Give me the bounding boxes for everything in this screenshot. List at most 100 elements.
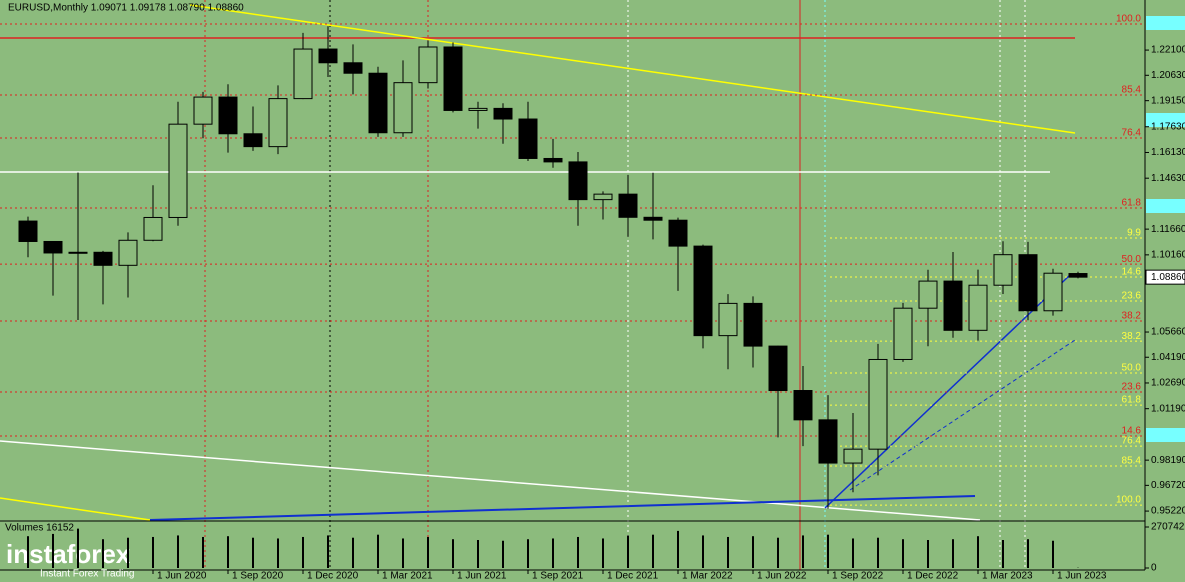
candle-body [543, 157, 563, 163]
candle-body [643, 216, 663, 221]
fib-label: 38.2 [1122, 311, 1142, 322]
x-tick-label: 1 Mar 2021 [382, 571, 433, 582]
x-tick-label: 1 Sep 2020 [232, 571, 284, 582]
fib-label: 85.4 [1122, 456, 1142, 467]
fib-label: 14.6 [1122, 426, 1142, 437]
x-tick-label: 1 Dec 2022 [907, 571, 959, 582]
y-tick-label: 1.22100 [1151, 45, 1185, 56]
candle-body [618, 193, 638, 218]
fib-label: 61.8 [1122, 395, 1142, 406]
volume-tick-label: 2707422 [1151, 522, 1185, 533]
candle-body [493, 107, 513, 120]
trend-line [0, 497, 151, 521]
fib-label: 23.6 [1122, 291, 1142, 302]
candle-body [418, 46, 438, 84]
fib-label: 50.0 [1122, 254, 1142, 265]
candle-body [318, 48, 338, 64]
candle-body [793, 390, 813, 421]
y-tick-label: 1.16130 [1151, 147, 1185, 158]
candle-body [1043, 272, 1063, 312]
fib-label: 23.6 [1122, 382, 1142, 393]
y-tick-label: 1.04190 [1151, 352, 1185, 363]
fib-label: 50.0 [1122, 363, 1142, 374]
candle-body [593, 193, 613, 201]
x-tick-label: 1 Dec 2021 [607, 571, 659, 582]
candle-body [918, 280, 938, 309]
y-tick-label: 0.98190 [1151, 455, 1185, 466]
watermark: instaforex [6, 539, 131, 569]
axis-marker [1146, 428, 1185, 442]
candle-body [443, 46, 463, 111]
candle-body [393, 82, 413, 134]
candle-body [893, 307, 913, 360]
candle-body [468, 107, 488, 111]
axis-marker [1146, 199, 1185, 213]
candle-body [368, 72, 388, 134]
y-tick-label: 1.19150 [1151, 95, 1185, 106]
fib-label: 76.4 [1122, 436, 1142, 447]
candle-body [18, 220, 38, 242]
candle-body [193, 96, 213, 125]
x-tick-label: 1 Sep 2022 [832, 571, 884, 582]
fib-label: 76.4 [1122, 128, 1142, 139]
candle-body [218, 96, 238, 135]
candle-body [668, 219, 688, 247]
x-tick-label: 1 Dec 2020 [307, 571, 359, 582]
y-tick-label: 1.14630 [1151, 173, 1185, 184]
candle-body [293, 48, 313, 100]
fib-label: 100.0 [1116, 14, 1141, 25]
candle-body [968, 284, 988, 331]
chart-title: EURUSD,Monthly 1.09071 1.09178 1.08790 1… [8, 3, 244, 14]
x-tick-label: 1 Jun 2021 [457, 571, 507, 582]
price-box [1145, 269, 1185, 285]
x-tick-label: 1 Jun 2022 [757, 571, 807, 582]
x-tick-label: 1 Sep 2021 [532, 571, 584, 582]
candle-body [268, 98, 288, 148]
candle-body [93, 251, 113, 266]
y-tick-label: 0.96720 [1151, 480, 1185, 491]
candle-body [343, 62, 363, 74]
trend-line [0, 440, 981, 521]
trend-line [189, 4, 1076, 134]
current-price: 1.08860 [1151, 272, 1185, 283]
x-tick-label: 1 Jun 2023 [1057, 571, 1107, 582]
candle-body [118, 239, 138, 266]
candle-body [43, 240, 63, 254]
y-tick-label: 1.20630 [1151, 70, 1185, 81]
trend-line [824, 274, 1071, 509]
fib-label: 85.4 [1122, 85, 1142, 96]
fib-label: 14.6 [1122, 267, 1142, 278]
candle-body [718, 302, 738, 337]
y-tick-label: 1.17630 [1151, 121, 1185, 132]
candle-body [243, 133, 263, 148]
candle-body [943, 280, 963, 331]
candle-body [568, 161, 588, 201]
y-tick-label: 1.01190 [1151, 403, 1185, 414]
candle-body [868, 358, 888, 450]
y-tick-label: 0.95220 [1151, 506, 1185, 517]
fib-label: 38.2 [1122, 331, 1142, 342]
fib-label: 100.0 [1116, 495, 1141, 506]
candle-body [818, 419, 838, 464]
fib-label: 61.8 [1122, 198, 1142, 209]
candle-body [1068, 273, 1088, 278]
axis-marker [1146, 113, 1185, 127]
candle-body [143, 216, 163, 241]
candle-body [768, 345, 788, 392]
fib-label: 9.9 [1127, 228, 1141, 239]
y-tick-label: 1.05660 [1151, 327, 1185, 338]
x-tick-label: 1 Mar 2022 [682, 571, 733, 582]
y-tick-label: 1.10160 [1151, 249, 1185, 260]
candle-body [993, 254, 1013, 286]
candle-body [1018, 254, 1038, 312]
candle-body [743, 302, 763, 347]
volume-tick-label: 0 [1151, 563, 1157, 574]
candle-body [68, 251, 88, 254]
y-tick-label: 1.11660 [1151, 224, 1185, 235]
y-tick-label: 1.02690 [1151, 378, 1185, 389]
trend-line [149, 495, 976, 521]
candle-body [518, 118, 538, 159]
